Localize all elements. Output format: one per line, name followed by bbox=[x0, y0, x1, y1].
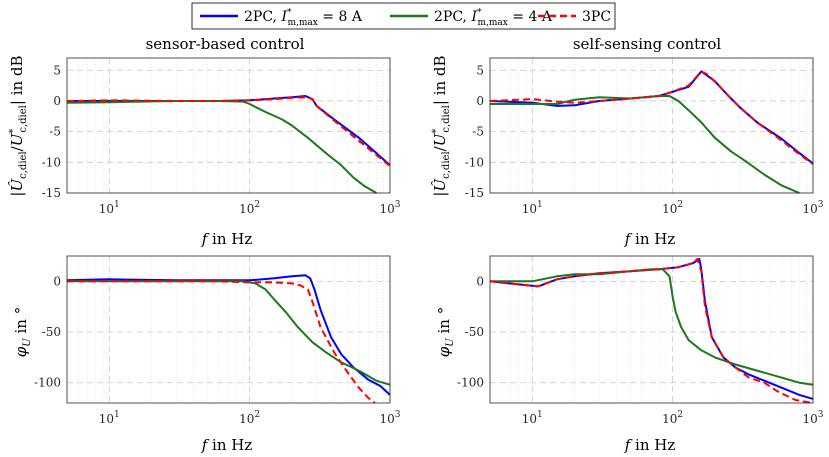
xlabel-phase-self: f in Hz bbox=[624, 436, 676, 454]
legend: 2PC, I* m,max = 8 A 2PC, I* m,max = 4 A 3P… bbox=[191, 2, 616, 30]
legend-label-8a: 2PC, I* m,max = 8 A bbox=[244, 8, 363, 28]
title-self: self-sensing control bbox=[573, 35, 722, 53]
x-tick-label: 101 bbox=[99, 410, 120, 426]
x-tick-label: 101 bbox=[522, 410, 543, 426]
ylabel-mag-sensor: |Ûc,diel/U*c,diel| in dB bbox=[8, 55, 29, 196]
legend-label-3pc: 3PC bbox=[582, 9, 611, 25]
legend-label-4a: 2PC, I* m,max = 4 A bbox=[434, 8, 553, 28]
axes-box bbox=[489, 255, 814, 404]
y-tick-label: -100 bbox=[457, 376, 484, 390]
y-tick-label: -50 bbox=[465, 325, 484, 339]
series-line-1 bbox=[490, 95, 800, 194]
x-tick-label: 103 bbox=[379, 410, 400, 426]
x-tick-label: 101 bbox=[522, 200, 543, 216]
axes-box bbox=[489, 57, 814, 194]
y-tick-label: 0 bbox=[53, 94, 61, 108]
ylabel-phase-sensor: φU in ° bbox=[12, 307, 33, 357]
y-tick-label: 5 bbox=[476, 63, 484, 77]
title-sensor: sensor-based control bbox=[146, 35, 305, 53]
axes-box bbox=[66, 255, 391, 404]
y-tick-label: -50 bbox=[42, 325, 61, 339]
panel-magnitude-self: 101 102 103 5 0 -5 -10 -15 bbox=[465, 57, 824, 216]
y-tick-label: -15 bbox=[42, 186, 61, 200]
panel-phase-sensor: 101 102 103 0 -50 -100 bbox=[34, 255, 401, 426]
y-tick-label: -5 bbox=[472, 125, 484, 139]
x-tick-label: 102 bbox=[239, 200, 260, 216]
series-line-2 bbox=[66, 96, 391, 167]
y-tick-label: -100 bbox=[34, 376, 61, 390]
x-tick-label: 102 bbox=[662, 200, 683, 216]
xlabel-mag-self: f in Hz bbox=[624, 230, 676, 248]
x-tick-label: 103 bbox=[379, 200, 400, 216]
plot-area bbox=[490, 58, 813, 193]
panel-magnitude-sensor: 101 102 103 5 0 -5 -10 -15 bbox=[42, 57, 401, 216]
series-line-2 bbox=[489, 70, 814, 166]
y-tick-label: -5 bbox=[49, 125, 61, 139]
series-line-1 bbox=[490, 268, 814, 386]
x-tick-label: 101 bbox=[99, 200, 120, 216]
ylabel-mag-self: |Ûc,diel/U*c,diel| in dB bbox=[431, 55, 452, 196]
y-tick-label: 5 bbox=[53, 63, 61, 77]
x-tick-label: 102 bbox=[662, 410, 683, 426]
x-tick-label: 102 bbox=[239, 410, 260, 426]
series-line-2 bbox=[489, 258, 814, 404]
series-line-1 bbox=[67, 280, 391, 386]
panel-phase-self: 101 102 103 0 -50 -100 bbox=[457, 255, 824, 426]
axes-box bbox=[66, 57, 391, 194]
y-tick-label: -10 bbox=[465, 155, 484, 169]
y-tick-label: -10 bbox=[42, 155, 61, 169]
series-line-0 bbox=[489, 258, 814, 400]
plot-area bbox=[67, 256, 390, 403]
x-tick-label: 103 bbox=[802, 410, 823, 426]
y-tick-label: 0 bbox=[53, 274, 61, 288]
y-tick-label: 0 bbox=[476, 274, 484, 288]
ylabel-phase-self: φU in ° bbox=[435, 307, 456, 357]
y-tick-label: -15 bbox=[465, 186, 484, 200]
xlabel-phase-sensor: f in Hz bbox=[201, 436, 253, 454]
series-line-2 bbox=[67, 280, 376, 404]
xlabel-mag-sensor: f in Hz bbox=[201, 230, 253, 248]
x-tick-label: 103 bbox=[802, 200, 823, 216]
y-tick-label: 0 bbox=[476, 94, 484, 108]
plot-area bbox=[67, 58, 390, 193]
